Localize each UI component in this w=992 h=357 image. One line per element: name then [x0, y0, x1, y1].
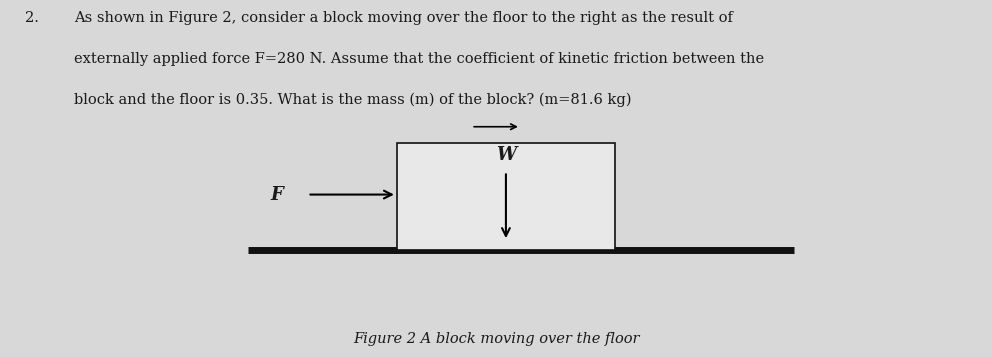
Text: 2.: 2. [25, 11, 39, 25]
Text: As shown in Figure 2, consider a block moving over the floor to the right as the: As shown in Figure 2, consider a block m… [74, 11, 733, 25]
Text: W: W [496, 146, 516, 164]
Text: externally applied force F=280 N. Assume that the coefficient of kinetic frictio: externally applied force F=280 N. Assume… [74, 52, 765, 66]
Text: F: F [270, 186, 283, 203]
Text: block and the floor is 0.35. What is the mass (m) of the block? (m=81.6 kg): block and the floor is 0.35. What is the… [74, 93, 632, 107]
Text: Figure 2 A block moving over the floor: Figure 2 A block moving over the floor [353, 332, 639, 346]
Bar [397, 143, 615, 250]
